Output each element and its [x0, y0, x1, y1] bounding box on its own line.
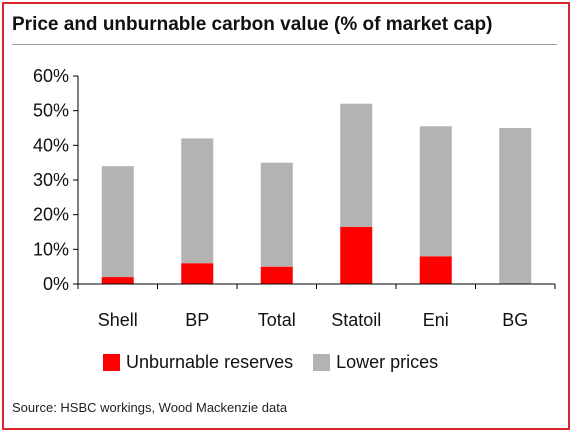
legend-label-lower-prices: Lower prices: [336, 352, 439, 372]
bar-lower-prices-bp: [181, 138, 214, 264]
x-tick-label-total: Total: [258, 310, 296, 330]
bar-unburnable-statoil: [340, 226, 373, 284]
y-tick-label: 50%: [33, 101, 69, 121]
legend-label-unburnable: Unburnable reserves: [126, 352, 294, 372]
x-axis: Shell BP Total Statoil Eni BG: [77, 283, 556, 330]
y-axis: 0% 10% 20% 30% 40% 50% 60%: [33, 66, 79, 294]
bar-unburnable-total: [260, 266, 293, 284]
legend-swatch-unburnable: [103, 354, 120, 371]
x-tick-label-bp: BP: [185, 310, 209, 330]
legend: Unburnable reserves Lower prices: [103, 352, 458, 373]
title-divider: [12, 44, 557, 45]
y-tick-label: 20%: [33, 205, 69, 225]
source-note: Source: HSBC workings, Wood Mackenzie da…: [12, 400, 288, 415]
bar-lower-prices-shell: [101, 166, 134, 278]
y-tick-label: 60%: [33, 66, 69, 86]
y-tick-label: 0%: [43, 274, 69, 294]
y-tick-label: 10%: [33, 239, 69, 259]
bar-unburnable-eni: [419, 256, 452, 284]
x-tick-label-eni: Eni: [423, 310, 449, 330]
bars: [101, 103, 532, 284]
x-tick-label-shell: Shell: [98, 310, 138, 330]
x-tick-label-statoil: Statoil: [331, 310, 381, 330]
chart-title: Price and unburnable carbon value (% of …: [12, 14, 493, 35]
legend-item-lower-prices: Lower prices: [313, 352, 438, 373]
bar-lower-prices-bg: [499, 128, 532, 284]
bar-unburnable-shell: [101, 277, 134, 284]
x-tick-label-bg: BG: [502, 310, 528, 330]
legend-swatch-lower-prices: [313, 354, 331, 371]
bar-unburnable-bp: [181, 263, 214, 284]
bar-lower-prices-eni: [419, 126, 452, 257]
legend-item-unburnable: Unburnable reserves: [103, 352, 293, 373]
bar-chart: 0% 10% 20% 30% 40% 50% 60% Shell BP Total Statoil…: [33, 66, 556, 330]
bar-lower-prices-statoil: [340, 103, 373, 227]
y-tick-label: 30%: [33, 170, 69, 190]
y-tick-label: 40%: [33, 135, 69, 155]
bar-lower-prices-total: [260, 162, 293, 267]
